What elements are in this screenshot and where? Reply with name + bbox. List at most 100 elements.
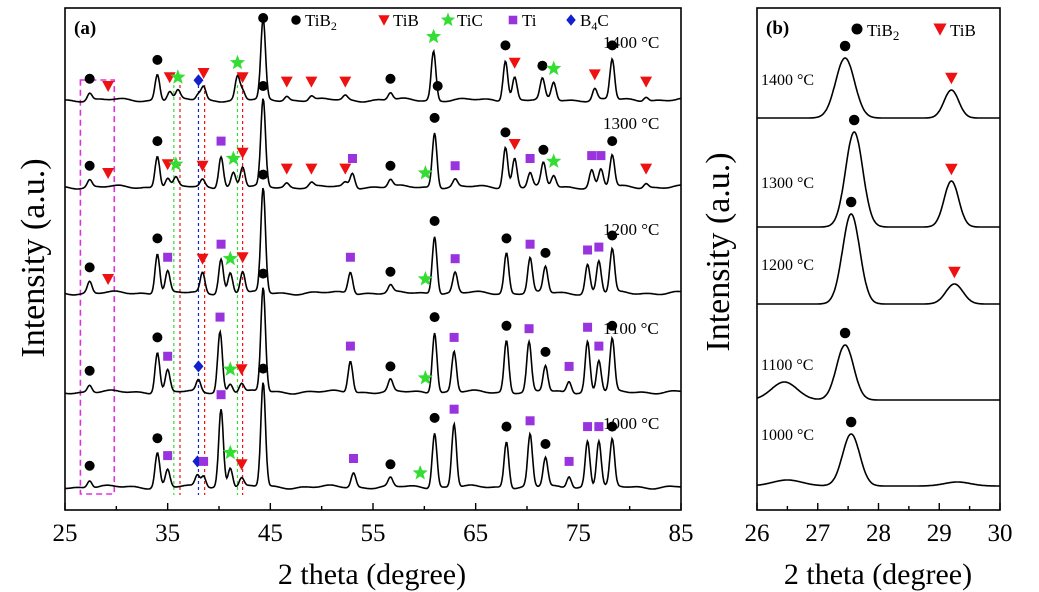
peak-marker	[948, 266, 961, 279]
peak-marker	[449, 404, 459, 414]
panel-a-label: (a)	[74, 18, 96, 39]
peak-marker	[594, 242, 604, 252]
peak-marker	[417, 370, 433, 385]
peak-marker	[102, 274, 115, 285]
temperature-label: 1200 °C	[603, 220, 659, 239]
peak-marker	[845, 416, 857, 428]
xrd-curve	[65, 18, 682, 103]
peak-marker	[538, 144, 549, 155]
peak-marker	[426, 28, 442, 44]
peak-marker	[417, 271, 433, 286]
legend-marker	[508, 15, 518, 25]
peak-marker	[429, 216, 440, 226]
legend-label: TiC	[457, 11, 483, 30]
peak-marker	[429, 312, 440, 323]
peak-marker	[258, 81, 269, 91]
x-tick-label: 25	[53, 520, 78, 547]
temperature-label: 1200 °C	[761, 257, 814, 274]
xrd-curve	[757, 213, 1000, 305]
panel-a-xlabel: 2 theta (degree)	[278, 558, 466, 591]
peak-marker	[640, 76, 653, 88]
xrd-curve	[756, 344, 1000, 401]
peak-marker	[102, 168, 115, 179]
peak-marker	[84, 73, 95, 84]
peak-marker	[501, 233, 512, 244]
x-tick-label: 27	[805, 520, 830, 547]
peak-marker	[500, 40, 511, 51]
panel-a-ylabel: Intensity (a.u.)	[15, 158, 52, 357]
peak-marker	[546, 60, 562, 76]
xrd-curve	[757, 57, 1000, 119]
peak-marker	[216, 390, 226, 400]
legend-label: TiB	[393, 11, 419, 30]
x-tick-label: 75	[566, 520, 591, 547]
x-tick-label: 45	[258, 520, 283, 547]
xrd-curve	[757, 433, 1000, 487]
peak-marker	[450, 161, 460, 171]
peak-marker	[345, 341, 355, 351]
peak-marker	[216, 136, 226, 146]
peak-marker	[152, 233, 163, 244]
xrd-curve	[65, 382, 682, 490]
legend-marker	[851, 23, 863, 35]
peak-marker	[84, 160, 95, 171]
temperature-label: 1100 °C	[761, 357, 813, 374]
peak-marker	[385, 160, 396, 171]
peak-marker	[236, 147, 249, 159]
peak-marker	[196, 253, 209, 265]
x-tick-label: 65	[463, 520, 488, 547]
peak-marker	[152, 136, 163, 147]
peak-marker	[280, 76, 293, 88]
legend-label: TiB	[950, 21, 976, 40]
peak-marker	[339, 76, 352, 88]
peak-marker	[945, 163, 958, 176]
peak-marker	[848, 114, 860, 126]
peak-marker	[170, 69, 186, 84]
legend-label: TiB2	[867, 21, 899, 43]
legend-marker	[440, 12, 456, 27]
peak-marker	[258, 363, 269, 374]
peak-marker	[152, 433, 163, 444]
x-tick-label: 26	[745, 520, 770, 547]
peak-marker	[102, 81, 115, 92]
peak-marker	[546, 153, 562, 168]
peak-marker	[84, 365, 95, 376]
peak-marker	[450, 254, 460, 264]
peak-marker	[258, 268, 269, 279]
peak-marker	[607, 230, 618, 241]
peak-marker	[222, 361, 238, 376]
panel-a: 25 35 45 55 65 75 85 (a) TiB2 TiB TiC Ti B4C 1400 …	[15, 7, 694, 591]
peak-marker	[216, 239, 226, 249]
peak-marker	[594, 341, 604, 351]
peak-marker	[193, 360, 204, 373]
peak-marker	[564, 456, 574, 466]
temperature-label: 1300 °C	[761, 175, 814, 192]
peak-marker	[163, 351, 173, 361]
temperature-label: 1400 °C	[761, 72, 814, 89]
legend-marker	[933, 23, 947, 36]
panel-b-label: (b)	[766, 18, 789, 39]
peak-marker	[196, 160, 209, 172]
peak-marker	[500, 127, 511, 138]
peak-marker	[152, 54, 163, 65]
temperature-label: 1100 °C	[603, 319, 659, 338]
panel-b: 26 27 28 29 30 (b) TiB2 TiB 1400 °C 1300 °C 120…	[700, 7, 1013, 591]
peak-marker	[235, 459, 248, 471]
panel-b-legend: TiB2 TiB	[851, 21, 976, 43]
peak-marker	[412, 465, 428, 480]
peak-marker	[385, 361, 396, 372]
peak-marker	[197, 67, 210, 79]
peak-marker	[417, 165, 433, 180]
peak-marker	[449, 332, 459, 342]
peak-marker	[222, 250, 238, 266]
legend-marker	[378, 15, 390, 26]
peak-marker	[564, 361, 574, 371]
peak-marker	[429, 412, 440, 423]
peak-marker	[280, 163, 293, 175]
x-tick-label: 30	[988, 520, 1013, 547]
peak-marker	[225, 150, 241, 165]
peak-marker	[84, 460, 95, 471]
peak-marker	[607, 136, 618, 147]
peak-marker	[594, 422, 604, 432]
